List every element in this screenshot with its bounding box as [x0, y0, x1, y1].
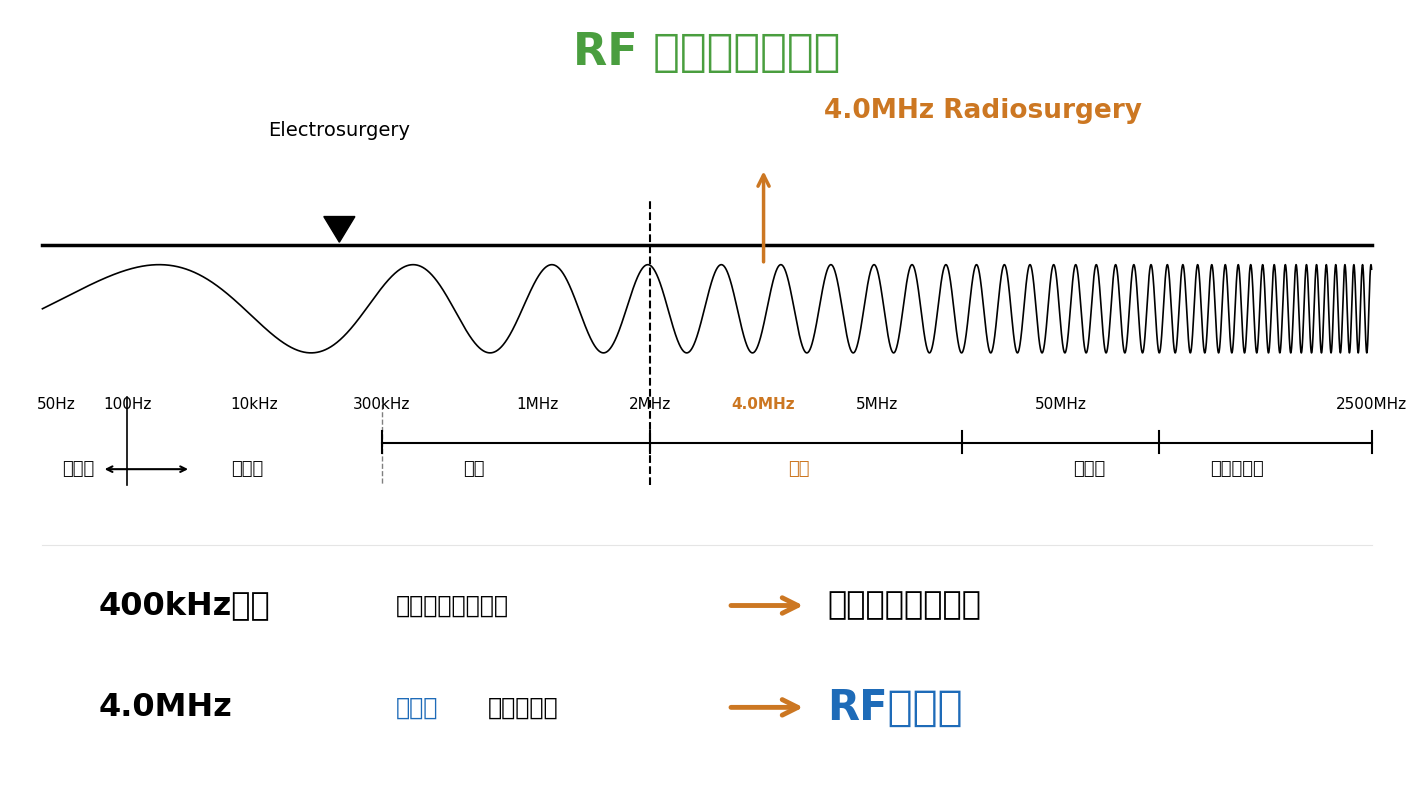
Text: RFナイフ: RFナイフ	[827, 687, 963, 728]
Text: 中波: 中波	[462, 460, 485, 478]
Text: 低周波: 低周波	[62, 460, 93, 478]
Text: 2MHz: 2MHz	[629, 397, 672, 412]
Polygon shape	[324, 217, 355, 242]
Text: 50MHz: 50MHz	[1035, 397, 1086, 412]
Text: 4.0MHz Radiosurgery: 4.0MHz Radiosurgery	[824, 99, 1141, 124]
Text: 4.0MHz: 4.0MHz	[99, 692, 233, 723]
Text: 4.0MHz: 4.0MHz	[732, 397, 795, 412]
Text: 400kHz前後: 400kHz前後	[99, 590, 270, 621]
Text: 高周波: 高周波	[232, 460, 263, 478]
Text: 50Hz: 50Hz	[37, 397, 76, 412]
Text: 2500MHz: 2500MHz	[1336, 397, 1407, 412]
Text: RF ナイフの周波数: RF ナイフの周波数	[573, 30, 841, 74]
Text: 300kHz: 300kHz	[354, 397, 410, 412]
Text: 100Hz: 100Hz	[103, 397, 151, 412]
Text: 1MHz: 1MHz	[516, 397, 559, 412]
Text: 10kHz: 10kHz	[230, 397, 279, 412]
Text: Electrosurgery: Electrosurgery	[269, 121, 410, 140]
Text: 電流的切開・凝固: 電流的切開・凝固	[396, 593, 509, 618]
Text: 切開・凝固: 切開・凝固	[488, 695, 559, 719]
Text: 5MHz: 5MHz	[855, 397, 898, 412]
Text: 短波: 短波	[788, 460, 810, 478]
Text: 一般的な電気メス: 一般的な電気メス	[827, 590, 981, 621]
Text: 電波的: 電波的	[396, 695, 438, 719]
Text: マイクロ波: マイクロ波	[1210, 460, 1264, 478]
Text: 超短波: 超短波	[1073, 460, 1104, 478]
